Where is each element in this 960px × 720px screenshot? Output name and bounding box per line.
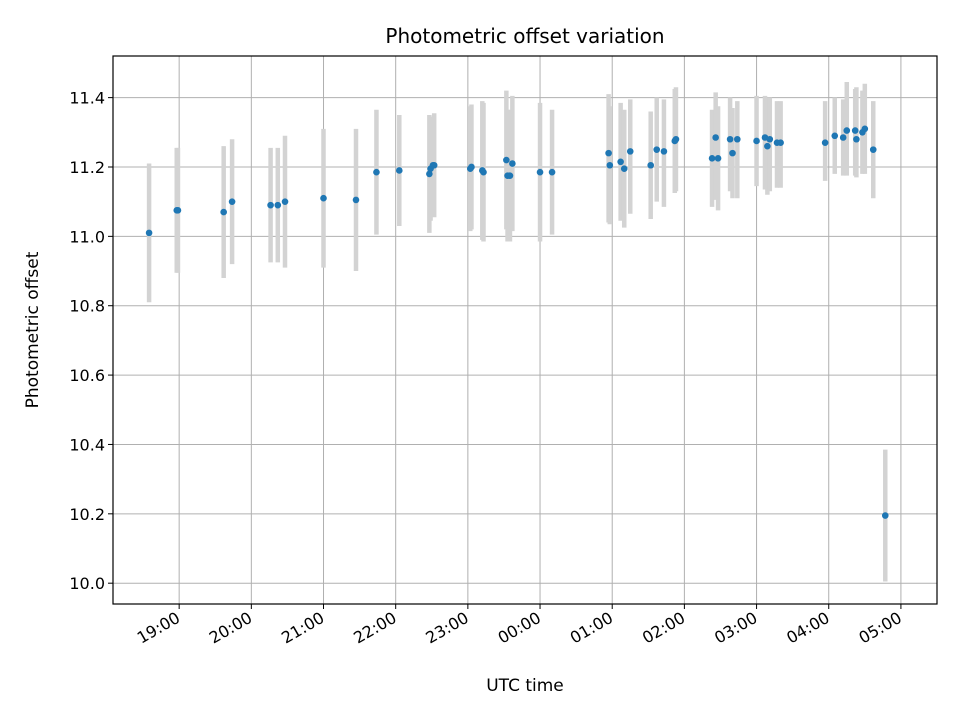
data-point bbox=[831, 132, 839, 140]
data-point bbox=[506, 172, 514, 179]
data-point bbox=[853, 135, 860, 143]
data-point bbox=[228, 198, 236, 205]
data-point bbox=[647, 161, 655, 169]
y-tick-label: 11.4 bbox=[69, 89, 105, 108]
data-point bbox=[764, 142, 771, 150]
data-point bbox=[729, 149, 736, 157]
data-point bbox=[714, 155, 722, 162]
data-point bbox=[821, 139, 829, 147]
data-point bbox=[605, 149, 612, 157]
data-point bbox=[726, 135, 734, 143]
data-point bbox=[766, 135, 774, 143]
data-point bbox=[843, 127, 851, 134]
data-point bbox=[320, 194, 327, 202]
data-point bbox=[653, 146, 661, 153]
y-tick-label: 10.0 bbox=[69, 574, 105, 593]
data-point bbox=[373, 168, 380, 176]
data-point bbox=[712, 134, 719, 141]
data-point bbox=[274, 201, 282, 209]
data-point bbox=[281, 198, 289, 205]
data-point bbox=[606, 161, 614, 169]
data-point bbox=[660, 148, 668, 155]
data-point bbox=[881, 512, 889, 519]
data-point bbox=[174, 207, 182, 214]
data-point bbox=[753, 137, 760, 145]
y-tick-label: 11.2 bbox=[69, 158, 105, 177]
data-point bbox=[468, 163, 475, 171]
data-point bbox=[352, 196, 360, 204]
chart-title: Photometric offset variation bbox=[385, 24, 664, 48]
data-point bbox=[430, 161, 438, 169]
data-point bbox=[869, 146, 877, 153]
data-point bbox=[395, 167, 403, 174]
data-point bbox=[617, 158, 624, 166]
x-axis-title: UTC time bbox=[486, 676, 564, 696]
y-tick-label: 10.6 bbox=[69, 366, 105, 385]
data-point bbox=[509, 160, 516, 167]
data-point bbox=[861, 125, 869, 133]
y-tick-label: 10.8 bbox=[69, 297, 105, 316]
y-tick-label: 11.0 bbox=[69, 227, 105, 246]
y-tick-label: 10.2 bbox=[69, 505, 105, 524]
y-axis: 10.0 10.2 10.4 10.6 10.8 11.0 11.2 11.4 bbox=[69, 89, 113, 593]
data-point bbox=[708, 155, 716, 162]
data-point bbox=[839, 134, 847, 141]
data-points bbox=[145, 125, 889, 519]
data-point bbox=[503, 156, 510, 164]
data-point bbox=[777, 139, 784, 147]
y-tick-label: 10.4 bbox=[69, 435, 105, 454]
data-point bbox=[620, 165, 628, 173]
data-point bbox=[220, 208, 227, 216]
data-point bbox=[426, 170, 433, 178]
y-axis-title: Photometric offset bbox=[23, 251, 43, 408]
data-point bbox=[145, 229, 153, 237]
data-point bbox=[548, 168, 556, 176]
plot-frame bbox=[112, 55, 938, 605]
data-point bbox=[734, 135, 741, 143]
data-point bbox=[267, 201, 274, 209]
data-point bbox=[851, 127, 859, 134]
data-point bbox=[626, 148, 634, 155]
data-point bbox=[536, 168, 544, 176]
data-point bbox=[480, 168, 487, 176]
data-point bbox=[672, 135, 680, 143]
